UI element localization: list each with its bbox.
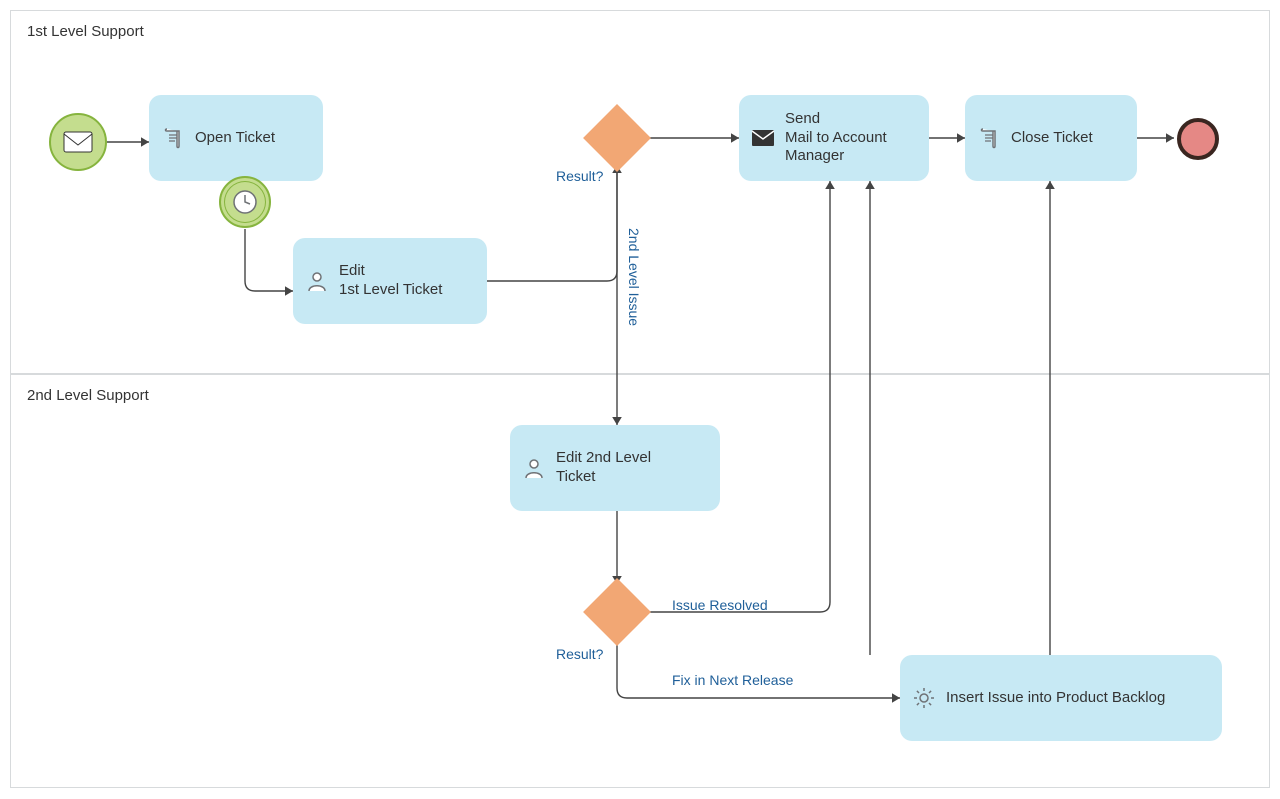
task-insert-backlog: Insert Issue into Product Backlog: [900, 655, 1222, 741]
lane-title-1: 1st Level Support: [27, 23, 144, 40]
gear-icon: [912, 686, 936, 710]
start-event: [49, 113, 107, 171]
task-label: Insert Issue into Product Backlog: [946, 689, 1165, 708]
bpmn-diagram: 1st Level Support 2nd Level Support Open…: [0, 0, 1280, 799]
mail-icon: [63, 131, 93, 153]
task-label: Send Mail to Account Manager: [785, 110, 887, 166]
task-edit-2nd-level: Edit 2nd Level Ticket: [510, 425, 720, 511]
task-label: Edit 2nd Level Ticket: [556, 449, 651, 487]
timer-event: [219, 176, 271, 228]
task-label: Edit 1st Level Ticket: [339, 262, 442, 300]
edge-label-2nd-level: 2nd Level Issue: [626, 228, 642, 326]
task-open-ticket: Open Ticket: [149, 95, 323, 181]
script-icon: [161, 126, 185, 150]
task-close-ticket: Close Ticket: [965, 95, 1137, 181]
script-icon: [977, 126, 1001, 150]
lane-title-2: 2nd Level Support: [27, 387, 149, 404]
task-label: Open Ticket: [195, 129, 275, 148]
gateway-1-label: Result?: [556, 168, 603, 184]
task-edit-1st-level: Edit 1st Level Ticket: [293, 238, 487, 324]
end-event: [1177, 118, 1219, 160]
task-label: Close Ticket: [1011, 129, 1093, 148]
edge-label-fix: Fix in Next Release: [672, 672, 793, 688]
user-icon: [305, 269, 329, 293]
gateway-2-label: Result?: [556, 646, 603, 662]
user-icon: [522, 456, 546, 480]
edge-label-resolved: Issue Resolved: [672, 597, 768, 613]
task-send-mail: Send Mail to Account Manager: [739, 95, 929, 181]
clock-icon: [231, 188, 259, 216]
mail-icon: [751, 126, 775, 150]
